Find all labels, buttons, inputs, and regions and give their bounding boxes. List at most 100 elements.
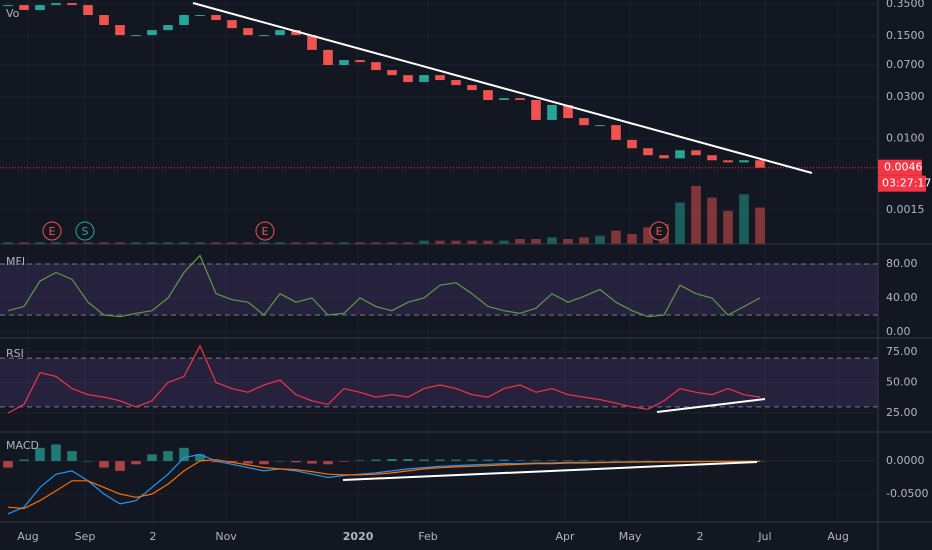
event-marker xyxy=(255,221,275,241)
x-tick-label: 2020 xyxy=(343,530,374,543)
y-tick-label: 25.00 xyxy=(886,406,918,419)
histogram-bar xyxy=(131,460,141,465)
candle xyxy=(99,15,109,26)
volume-bar xyxy=(515,239,525,244)
histogram-bar xyxy=(275,460,285,462)
candle xyxy=(515,98,525,101)
volume-bar xyxy=(211,242,221,244)
volume-bar xyxy=(147,242,157,244)
histogram-bar xyxy=(163,451,173,461)
volume-bar xyxy=(643,227,653,244)
histogram-bar xyxy=(195,454,205,461)
histogram-bar xyxy=(307,460,317,464)
candle xyxy=(115,25,125,36)
candle xyxy=(451,80,461,86)
y-tick-label: 0.0700 xyxy=(886,58,925,71)
candle xyxy=(339,60,349,66)
volume-bar xyxy=(563,239,573,244)
candle xyxy=(723,160,733,163)
y-tick-label: 40.00 xyxy=(886,291,918,304)
event-marker xyxy=(75,221,95,241)
volume-bar xyxy=(195,242,205,244)
volume-bar xyxy=(51,242,61,244)
volume-bar xyxy=(99,242,109,244)
candle xyxy=(227,20,237,29)
y-tick-label: 0.00 xyxy=(886,325,911,338)
grid xyxy=(0,0,878,522)
histogram-bar xyxy=(211,460,221,463)
histogram-bar xyxy=(579,460,589,461)
histogram-bar xyxy=(323,460,333,465)
volume-bar xyxy=(131,242,141,244)
candle xyxy=(435,75,445,81)
candle xyxy=(275,30,285,36)
candle xyxy=(211,15,221,21)
volume-bar xyxy=(611,230,621,244)
trend-line xyxy=(192,2,813,174)
volume-bar xyxy=(403,242,413,244)
histogram-bar xyxy=(403,459,413,461)
volume-bar xyxy=(83,242,93,244)
event-marker xyxy=(649,221,669,241)
histogram-bar xyxy=(371,459,381,461)
volume-bar xyxy=(3,242,13,244)
volume-bar xyxy=(579,237,589,244)
histogram-bar xyxy=(547,460,557,461)
candle xyxy=(51,3,61,6)
candle xyxy=(131,35,141,37)
volume-bar xyxy=(707,197,717,244)
histogram-bar xyxy=(483,459,493,461)
histogram-bar xyxy=(531,460,541,461)
candle xyxy=(483,90,493,101)
candle xyxy=(243,28,253,36)
histogram-bar xyxy=(243,460,253,464)
volume-bar xyxy=(291,242,301,244)
x-tick-label: 2 xyxy=(149,530,156,543)
volume-bar xyxy=(355,242,365,244)
y-tick-label: 0.1500 xyxy=(886,29,925,42)
histogram-bar xyxy=(355,460,365,461)
x-tick-label: 2 xyxy=(697,530,704,543)
x-tick-label: Aug xyxy=(827,530,848,543)
candle xyxy=(259,35,269,37)
y-tick-label: 50.00 xyxy=(886,376,918,389)
axis: Aug Sep 2 Nov 2020 Feb Apr May 2 Jul Aug 0.3500 0.15… xyxy=(17,0,931,543)
candle xyxy=(579,118,589,126)
histogram-bar xyxy=(627,460,637,462)
volume-bar xyxy=(451,240,461,244)
x-tick-label: May xyxy=(619,530,642,543)
x-tick-label: Aug xyxy=(17,530,38,543)
x-tick-label: Feb xyxy=(418,530,437,543)
volume-bar xyxy=(243,242,253,244)
histogram-bar xyxy=(419,459,429,461)
histogram-bar xyxy=(515,460,525,461)
y-tick-label: 0.0100 xyxy=(886,131,925,144)
volume-bar xyxy=(435,240,445,244)
y-tick-label: 75.00 xyxy=(886,345,918,358)
y-tick-label: 80.00 xyxy=(886,257,918,270)
histogram-bar xyxy=(19,459,29,461)
volume-bar xyxy=(163,242,173,244)
event-label: E xyxy=(49,225,56,238)
volume-bar xyxy=(531,239,541,244)
volume-bar xyxy=(467,240,477,244)
histogram-bar xyxy=(643,460,653,462)
histogram-bar xyxy=(83,460,93,462)
pane-label: MACD xyxy=(6,439,39,452)
candle xyxy=(355,60,365,63)
histogram-bar xyxy=(51,444,61,461)
volume-bar xyxy=(275,242,285,244)
band xyxy=(0,358,878,407)
candle xyxy=(659,155,669,159)
volume-bar xyxy=(675,202,685,244)
volume-bar xyxy=(371,242,381,244)
candle xyxy=(563,104,573,119)
candle xyxy=(163,25,173,31)
trend-line xyxy=(656,398,766,413)
candle xyxy=(739,160,749,163)
volume-bar xyxy=(595,235,605,244)
pane-label: RSI xyxy=(6,347,24,360)
